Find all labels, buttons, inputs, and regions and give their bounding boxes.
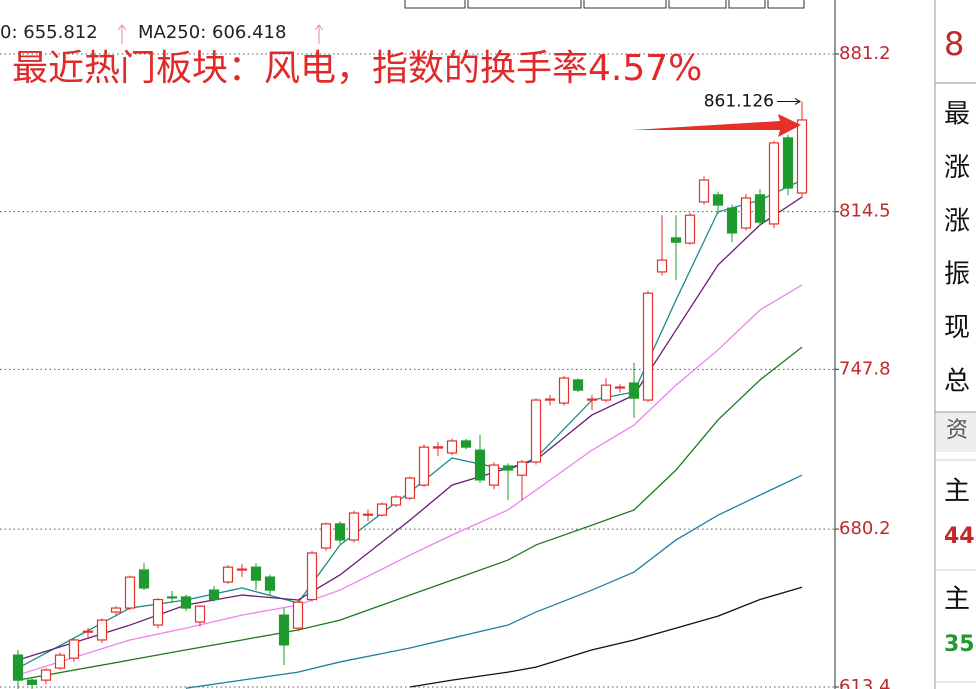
candle-body: [726, 207, 738, 234]
candle-body: [362, 513, 374, 516]
candle-body: [754, 194, 766, 223]
candle-body: [502, 465, 514, 471]
candle-body: [124, 576, 136, 609]
panel-item-value: 44: [944, 524, 975, 549]
panel-item-label: 主: [944, 477, 970, 507]
panel-row-label: 总: [944, 367, 970, 397]
candle-body: [544, 398, 556, 401]
candle-body: [334, 523, 346, 541]
candle-body: [82, 630, 94, 633]
candle-body: [712, 194, 724, 206]
candle-body: [390, 496, 402, 506]
candle-body: [348, 512, 360, 541]
candle-body: [418, 446, 430, 486]
arrow-icon: [117, 24, 127, 44]
panel-row-label: 涨: [944, 153, 970, 183]
candle-body: [68, 639, 80, 659]
candle-body: [474, 449, 486, 481]
candle-body: [12, 654, 24, 681]
candle-body: [796, 119, 808, 194]
panel-row-label: 现: [944, 313, 970, 343]
candle-body: [740, 197, 752, 229]
panel-item-value: 35: [944, 632, 975, 657]
panel-item-label: 主: [944, 585, 970, 615]
candle-body: [628, 382, 640, 399]
candle-body: [530, 399, 542, 463]
candle-body: [264, 576, 276, 591]
y-tick-label: 881.2: [839, 43, 891, 64]
candle-body: [96, 619, 108, 641]
candle-body: [54, 654, 66, 669]
candle-body: [460, 440, 472, 448]
candle-body: [222, 566, 234, 583]
candle-body: [600, 384, 612, 401]
y-tick-label: 680.2: [839, 518, 891, 539]
arrow-icon: [314, 24, 324, 44]
candle-body: [138, 569, 150, 589]
candle-body: [208, 589, 220, 601]
candle-body: [656, 259, 668, 273]
candle-body: [26, 679, 38, 685]
candle-body: [614, 386, 626, 389]
candle-body: [670, 237, 682, 243]
candle-body: [320, 523, 332, 549]
candle-body: [516, 461, 528, 476]
candle-body: [432, 446, 444, 449]
candle-body: [194, 605, 206, 623]
candle-body: [278, 614, 290, 646]
candle-body: [180, 596, 192, 609]
candle-body: [110, 607, 122, 613]
candle-body: [782, 137, 794, 189]
candle-body: [572, 379, 584, 391]
candle-body: [40, 669, 52, 681]
candle-body: [698, 179, 710, 203]
candle-body: [376, 503, 388, 516]
ma-line: [409, 586, 803, 688]
annotation-title: 最近热门板块：风电，指数的换手率4.57%: [12, 48, 702, 89]
panel-row-label: 最: [944, 100, 970, 130]
ma-line: [17, 196, 803, 661]
panel-top-value: 8: [944, 25, 964, 63]
candle-body: [404, 477, 416, 499]
candle-body: [684, 214, 696, 244]
ma-line: [17, 346, 803, 681]
high-pointer: [777, 98, 801, 105]
y-tick-label: 747.8: [839, 358, 891, 379]
annotation-arrow: [632, 114, 801, 137]
candle-body: [306, 552, 318, 601]
candle-body: [446, 440, 458, 454]
ma-label: 0: 655.812: [0, 22, 98, 43]
candle-body: [768, 142, 780, 225]
candle-body: [292, 601, 304, 629]
plot-area: [0, 53, 839, 689]
panel-row-label: 涨: [944, 206, 970, 236]
toolbar-tabs: [404, 0, 805, 9]
high-label: 861.126: [704, 91, 774, 111]
candle-body: [166, 596, 178, 599]
candle-body: [558, 377, 570, 404]
candle-body: [250, 566, 262, 581]
ma-label: MA250: 606.418: [138, 22, 286, 43]
candle-body: [488, 464, 500, 486]
candle-body: [586, 398, 598, 401]
candle-body: [152, 598, 164, 626]
y-tick-label: 613.4: [839, 676, 891, 689]
y-tick-label: 814.5: [839, 201, 891, 222]
panel-section: 资: [946, 418, 968, 443]
panel-row-label: 振: [944, 260, 970, 290]
candle-body: [642, 292, 654, 401]
ma-line: [17, 284, 803, 676]
candle-body: [236, 568, 248, 571]
ma-line: [185, 474, 803, 689]
